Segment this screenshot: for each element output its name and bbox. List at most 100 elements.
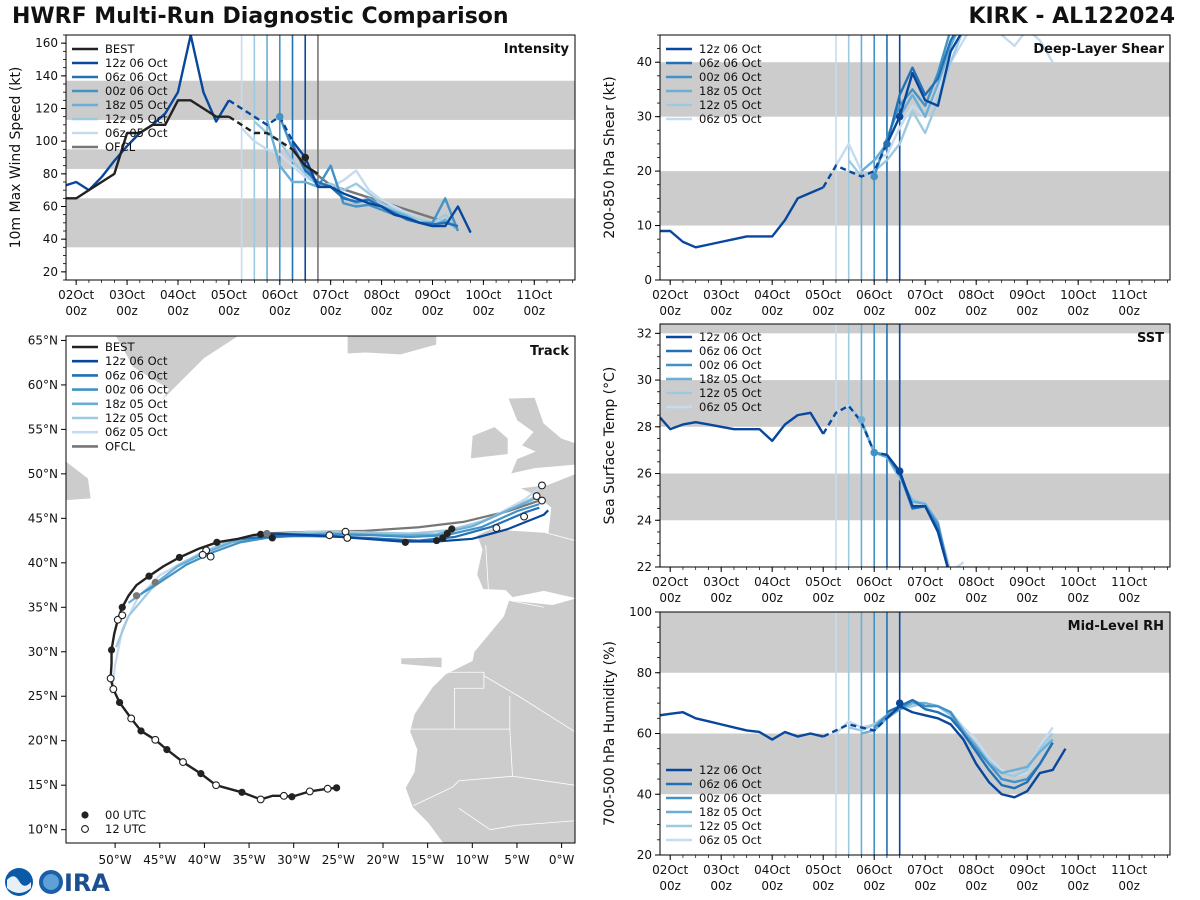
sst-title: SST [1137, 331, 1164, 346]
track-marker-12utc-8 [109, 685, 118, 694]
shear-xtick-label-hour: 00z [1016, 304, 1038, 318]
rh-legend-label-06z-06-oct: 06z 06 Oct [699, 777, 762, 791]
track-marker-00utc-9 [145, 572, 153, 580]
track-marker-00utc-17 [443, 529, 451, 538]
intensity-plot-area [66, 35, 575, 280]
rh-xtick-label-day: 04Oct [754, 863, 790, 877]
sst-plot-area [660, 324, 1170, 567]
intensity-xtick-label-hour: 00z [269, 304, 291, 318]
track-legend-label-00z-06-oct: 00z 06 Oct [105, 383, 168, 397]
sst-band-1 [660, 380, 1170, 427]
shear-plot-area [660, 35, 1170, 280]
shear-legend-label-06z-06-oct: 06z 06 Oct [699, 56, 762, 70]
track-legend-label-06z-05-oct: 06z 05 Oct [105, 425, 168, 439]
storm-id-title: KIRK - AL122024 [968, 4, 1175, 29]
intensity-band-0 [66, 198, 575, 248]
sst-ytick-label: 32 [637, 326, 652, 340]
legend-12utc-marker [81, 825, 89, 833]
track-marker-12utc-19 [520, 512, 529, 521]
sst-xtick-label-day: 08Oct [958, 575, 994, 589]
track-ytick-label: 55°N [28, 422, 58, 436]
intensity-legend-label-06z-05-oct: 06z 05 Oct [105, 126, 168, 140]
intensity-ytick-label: 60 [43, 200, 58, 214]
sst-xtick-label-hour: 00z [965, 591, 987, 605]
rh-xtick-label-hour: 00z [965, 879, 987, 893]
intensity-legend-label-ofcl: OFCL [105, 140, 136, 154]
shear-ytick-label: 10 [637, 219, 652, 233]
shear-xtick-label-day: 02Oct [652, 288, 688, 302]
intensity-series-ofcl [304, 164, 459, 228]
track-legend-label-12z-06-oct: 12z 06 Oct [105, 354, 168, 368]
rh-ytick-label: 100 [629, 605, 652, 619]
rh-xtick-label-hour: 00z [1016, 879, 1038, 893]
rh-band-1 [660, 612, 1170, 673]
rh-series-06z-06-oct [886, 698, 1054, 790]
track-ytick-label: 15°N [28, 778, 58, 792]
rh-plot-area [660, 612, 1170, 855]
rh-xtick-label-day: 11Oct [1111, 863, 1147, 877]
sst-series-12z-06-oct [660, 411, 825, 443]
track-ytick-label: 20°N [28, 734, 58, 748]
track-marker-00utc-6 [115, 698, 124, 707]
sst-marker-2 [857, 415, 866, 424]
intensity-xtick-label-day: 06Oct [262, 288, 298, 302]
intensity-xtick-label-hour: 00z [218, 304, 240, 318]
sst-xtick-label-day: 06Oct [856, 575, 892, 589]
intensity-series-best-dashed [228, 115, 294, 151]
intensity-ylabel: 10m Max Wind Speed (kt) [8, 67, 24, 249]
track-ytick-label: 50°N [28, 467, 58, 481]
rh-xtick-label-day: 02Oct [652, 863, 688, 877]
country-border-6 [499, 598, 544, 608]
track-marker-ofcl-0 [132, 592, 141, 600]
intensity-xtick-label-day: 03Oct [109, 288, 145, 302]
shear-marker-0 [895, 112, 904, 121]
track-marker-ofcl-2 [263, 529, 271, 538]
europe-land [476, 473, 575, 599]
track-map-area [66, 336, 575, 843]
track-marker-12utc-2 [279, 791, 288, 800]
track-ytick-label: 35°N [28, 600, 58, 614]
track-legend-label-12z-05-oct: 12z 05 Oct [105, 411, 168, 425]
track-marker-12utc-18 [492, 524, 501, 533]
track-marker-00utc-1 [288, 793, 296, 801]
track-title: Track [530, 344, 569, 359]
track-ytick-label: 60°N [28, 378, 58, 392]
sst-legend-label-06z-06-oct: 06z 06 Oct [699, 344, 762, 358]
intensity-xtick-label-day: 10Oct [465, 288, 501, 302]
sst-xtick-label-hour: 00z [863, 591, 885, 605]
sst-legend-label-00z-06-oct: 00z 06 Oct [699, 358, 762, 372]
intensity-legend-label-00z-06-oct: 00z 06 Oct [105, 84, 168, 98]
sst-xtick-label-hour: 00z [710, 591, 732, 605]
shear-xtick-label-hour: 00z [659, 304, 681, 318]
shear-series-12z-06-oct [660, 186, 824, 249]
rh-xtick-label-hour: 00z [1067, 879, 1089, 893]
intensity-xtick-label-day: 09Oct [414, 288, 450, 302]
sst-xtick-label-day: 07Oct [907, 575, 943, 589]
track-marker-12utc-11 [118, 611, 127, 620]
track-frame [65, 335, 576, 844]
shear-xtick-label-day: 07Oct [907, 288, 943, 302]
rh-xtick-label-day: 06Oct [856, 863, 892, 877]
track-xtick-label: 25°W [322, 853, 355, 867]
sst-xtick-label-day: 10Oct [1060, 575, 1096, 589]
shear-legend-label-18z-05-oct: 18z 05 Oct [699, 84, 762, 98]
canada-land [66, 460, 92, 501]
track-marker-00utc-16 [439, 534, 447, 542]
intensity-band-2 [66, 80, 575, 120]
intensity-legend-label-18z-05-oct: 18z 05 Oct [105, 98, 168, 112]
rh-xtick-label-hour: 00z [812, 879, 834, 893]
intensity-xtick-label-hour: 00z [116, 304, 138, 318]
intensity-ytick-label: 80 [43, 167, 58, 181]
shear-xtick-label-hour: 00z [1118, 304, 1140, 318]
shear-title: Deep-Layer Shear [1033, 42, 1164, 57]
rh-series-12z-06-oct-dashed [822, 717, 888, 738]
sst-legend-label-12z-06-oct: 12z 06 Oct [699, 330, 762, 344]
intensity-marker-0 [301, 153, 310, 162]
britain-land [507, 397, 575, 475]
shear-xtick-label-day: 08Oct [958, 288, 994, 302]
intensity-xtick-label-hour: 00z [523, 304, 545, 318]
intensity-legend-label-06z-06-oct: 06z 06 Oct [105, 70, 168, 84]
intensity-xtick-label-day: 07Oct [313, 288, 349, 302]
